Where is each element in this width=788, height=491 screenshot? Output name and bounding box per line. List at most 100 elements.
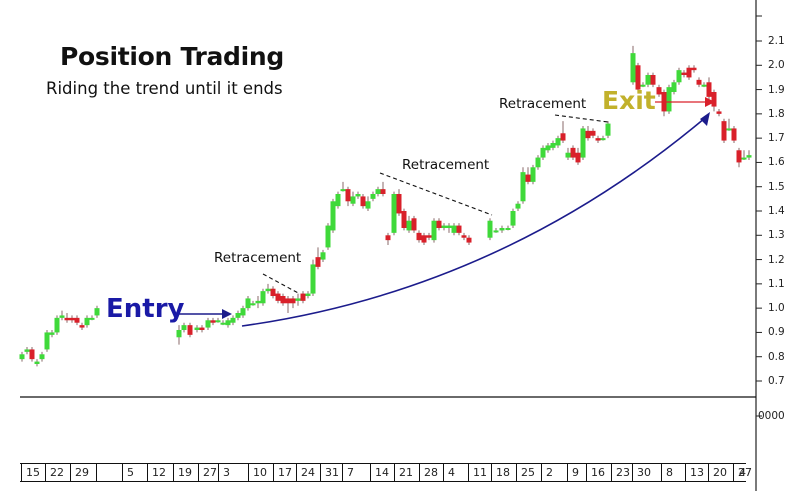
x-tick-label: 2 xyxy=(541,463,567,482)
candle xyxy=(290,296,296,309)
x-tick-label: 4 xyxy=(739,466,746,479)
x-tick-label: 10 xyxy=(248,463,273,482)
x-tick-label: 3 xyxy=(218,463,248,482)
candle xyxy=(411,215,417,233)
candle xyxy=(580,126,586,160)
candle xyxy=(245,296,251,311)
candle xyxy=(426,232,432,241)
candle xyxy=(310,259,316,296)
y-tick-label: 1.0 xyxy=(768,302,785,315)
candle xyxy=(595,135,601,143)
x-tick-label: 27 xyxy=(198,463,218,482)
y-tick-label: 1.6 xyxy=(768,156,785,169)
candle xyxy=(505,225,511,231)
candle xyxy=(741,150,747,160)
x-tick-label xyxy=(96,463,122,482)
candle xyxy=(19,351,25,362)
candle xyxy=(493,228,499,233)
x-tick-label: 12 xyxy=(147,463,173,482)
x-tick-label: 22 xyxy=(45,463,70,482)
y-axis-ticks xyxy=(756,15,762,417)
x-tick-label: 21 xyxy=(394,463,419,482)
candle xyxy=(635,62,641,92)
y-tick-label: 1.2 xyxy=(768,253,785,266)
candle xyxy=(220,320,226,326)
candle xyxy=(176,325,182,345)
candle xyxy=(305,291,311,299)
candle xyxy=(706,77,712,100)
retracement-label-1: Retracement xyxy=(214,250,302,266)
candle xyxy=(721,118,727,143)
exit-label: Exit xyxy=(602,86,656,115)
candle xyxy=(510,208,516,228)
candle xyxy=(265,283,271,294)
y-tick-label: 0.7 xyxy=(768,375,785,387)
candle xyxy=(54,315,60,335)
candle xyxy=(187,322,193,338)
candle xyxy=(29,347,35,362)
candle xyxy=(59,310,65,321)
candle xyxy=(545,143,551,153)
candle xyxy=(340,181,346,192)
candle xyxy=(600,135,606,141)
y-tick-label: 1.3 xyxy=(768,229,785,242)
x-tick-label: 23 xyxy=(611,463,632,482)
candle xyxy=(661,89,667,117)
candle xyxy=(24,347,30,355)
candle xyxy=(701,82,707,88)
candle xyxy=(260,288,266,306)
candle xyxy=(320,249,326,262)
candle xyxy=(525,167,531,185)
x-tick-label: 9 xyxy=(567,463,586,482)
candle xyxy=(300,291,306,304)
candle xyxy=(731,126,737,143)
candle xyxy=(421,232,427,245)
x-tick-label: 7 xyxy=(342,463,370,482)
candle xyxy=(666,84,672,114)
candle xyxy=(396,189,402,216)
candle xyxy=(446,223,452,233)
x-tick-label: 29 xyxy=(70,463,96,482)
retracement-line-3 xyxy=(554,114,609,123)
candle xyxy=(671,79,677,95)
retracement-line-1 xyxy=(262,273,301,295)
x-tick-label: 5 xyxy=(122,463,147,482)
y-tick-label: 0.9 xyxy=(768,326,785,339)
candle xyxy=(345,186,351,207)
candle xyxy=(240,305,246,318)
candle xyxy=(499,225,505,233)
candle xyxy=(74,315,80,326)
x-tick-label: 24 xyxy=(296,463,320,482)
candle xyxy=(530,164,536,185)
candle xyxy=(360,194,366,209)
candle xyxy=(235,310,241,321)
candle xyxy=(585,126,591,141)
chart-title: Position Trading xyxy=(60,42,285,71)
x-tick-label: 28 xyxy=(419,463,443,482)
candle xyxy=(39,351,45,362)
candle xyxy=(560,121,566,143)
candle xyxy=(416,230,422,243)
trend-line xyxy=(241,117,706,327)
candle xyxy=(355,191,361,199)
candle xyxy=(686,65,692,80)
x-tick-label: 30 xyxy=(632,463,661,482)
candle xyxy=(225,317,231,328)
candle xyxy=(210,317,216,326)
trend-arrow-head-icon xyxy=(700,112,710,126)
candle xyxy=(250,300,256,306)
candle xyxy=(194,325,200,333)
candle xyxy=(181,322,187,333)
chart-subtitle: Riding the trend until it ends xyxy=(46,79,283,98)
y-tick-label: 2.1 xyxy=(768,35,785,47)
candle xyxy=(726,118,732,131)
candle xyxy=(215,317,221,323)
x-tick-label: 13 xyxy=(685,463,708,482)
candle xyxy=(325,223,331,250)
candle xyxy=(630,45,636,85)
x-tick-label: 19 xyxy=(173,463,198,482)
candle xyxy=(461,232,467,241)
candle xyxy=(515,201,521,211)
candle xyxy=(550,140,556,151)
x-tick-label: 17 xyxy=(273,463,296,482)
